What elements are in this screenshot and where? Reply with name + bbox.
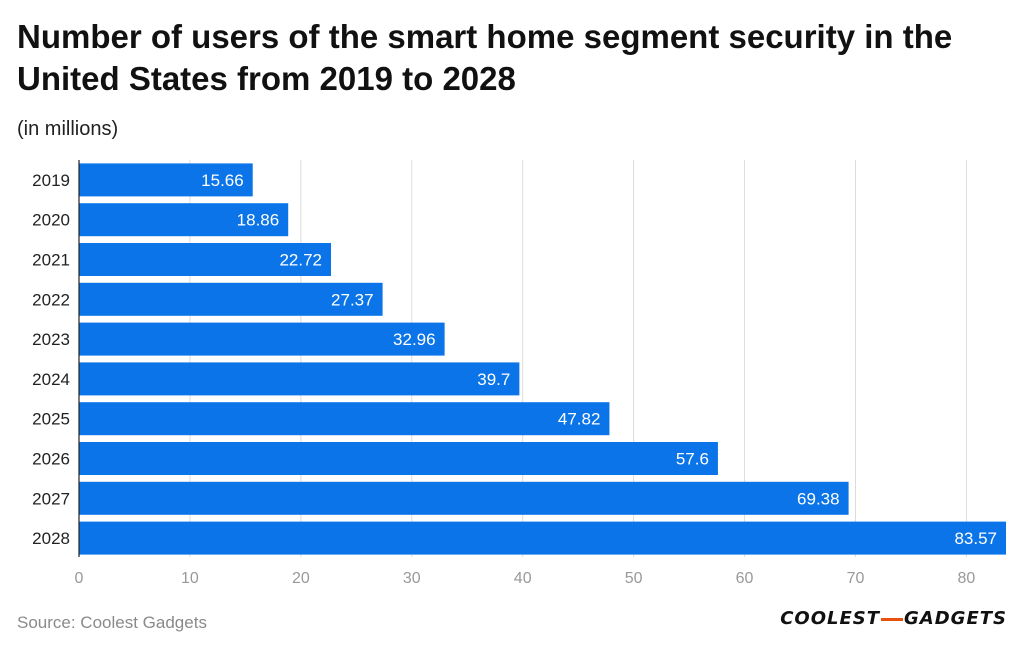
bar-value-label: 32.96	[393, 330, 436, 349]
category-label: 2026	[32, 450, 70, 469]
x-tick-label: 70	[847, 570, 865, 587]
x-tick-label: 30	[403, 570, 421, 587]
x-tick-label: 20	[292, 570, 310, 587]
bar-value-label: 69.38	[797, 489, 840, 508]
logo-word-right: GADGETS	[904, 608, 1007, 629]
bar-value-label: 22.72	[279, 251, 322, 270]
brand-logo: COOLEST GADGETS	[780, 608, 1007, 629]
category-label: 2025	[32, 410, 70, 429]
bar	[79, 521, 1006, 555]
category-label: 2019	[32, 171, 70, 190]
bar	[79, 163, 253, 197]
category-label: 2028	[32, 529, 70, 548]
bar	[79, 481, 849, 515]
bar-value-label: 18.86	[237, 211, 280, 230]
bar-chart: 0 10 20 30 40 50 60 70 80 15.66 2019 18.86 2020 22.72…	[32, 160, 1006, 587]
category-label: 2024	[32, 370, 70, 389]
x-tick-label: 40	[514, 570, 532, 587]
category-label: 2023	[32, 330, 70, 349]
x-tick-label: 50	[625, 570, 643, 587]
logo-separator	[881, 617, 904, 621]
x-tick-label: 80	[958, 570, 976, 587]
bar	[79, 243, 332, 276]
bar	[79, 362, 520, 396]
bar-value-label: 39.7	[477, 370, 510, 389]
bar	[79, 442, 718, 475]
x-tick-label: 0	[75, 570, 84, 587]
bar-value-label: 83.57	[954, 529, 997, 548]
bar	[79, 282, 383, 316]
x-tick-label: 60	[736, 570, 754, 587]
x-tick-label: 10	[181, 570, 199, 587]
category-label: 2027	[32, 489, 70, 508]
source-note: Source: Coolest Gadgets	[17, 613, 207, 632]
chart-subtitle: (in millions)	[17, 118, 119, 140]
category-label: 2020	[32, 211, 70, 230]
bar	[79, 203, 289, 237]
bar-value-label: 47.82	[558, 410, 601, 429]
bar-value-label: 15.66	[201, 171, 244, 190]
bar-value-label: 57.6	[676, 450, 709, 469]
category-label: 2021	[32, 251, 70, 270]
logo-word-left: COOLEST	[780, 608, 881, 629]
bar	[79, 322, 445, 356]
bar-value-label: 27.37	[331, 290, 374, 309]
chart-title: Number of users of the smart home segmen…	[17, 18, 953, 97]
category-label: 2022	[32, 290, 70, 309]
bar	[79, 402, 610, 436]
